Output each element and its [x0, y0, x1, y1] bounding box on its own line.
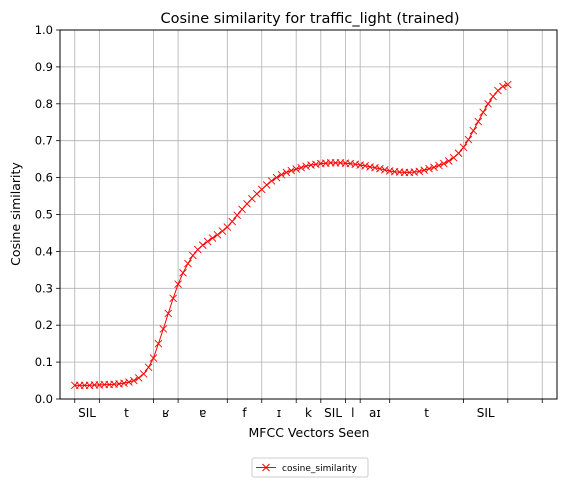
data-point — [179, 268, 187, 277]
data-point — [503, 80, 512, 89]
x-segment-label: f — [242, 406, 247, 420]
data-point — [267, 177, 276, 185]
y-tick-label: 0.0 — [35, 392, 53, 406]
y-axis-label: Cosine similarity — [8, 162, 23, 266]
data-point — [184, 259, 192, 268]
data-point — [474, 117, 483, 126]
x-segment-label: ɐ — [199, 406, 206, 420]
data-point — [425, 164, 433, 173]
x-segment-label: t — [424, 406, 429, 420]
x-segment-label: SIL — [324, 406, 342, 420]
y-axis: 0.0 0.1 0.2 0.3 0.4 0.5 0.6 0.7 0.8 0.9 1.0 — [35, 23, 60, 406]
data-point — [454, 149, 463, 158]
data-point — [198, 241, 207, 249]
data-point — [464, 135, 473, 144]
data-point — [420, 166, 428, 175]
x-segment-label: t — [124, 406, 129, 420]
data-point — [169, 294, 177, 303]
data-point — [120, 379, 128, 387]
data-point — [277, 170, 286, 179]
data-point — [272, 173, 281, 182]
data-point — [213, 230, 222, 239]
x-segment-label: l — [351, 406, 354, 420]
data-point — [154, 339, 163, 348]
data-point — [287, 166, 296, 175]
data-point — [203, 237, 212, 246]
grid-lines — [60, 29, 557, 400]
x-segment-label: k — [305, 406, 312, 420]
data-point — [159, 325, 168, 333]
data-point — [361, 161, 369, 170]
y-tick-label: 0.5 — [35, 208, 53, 222]
data-point — [499, 82, 507, 91]
y-tick-label: 0.7 — [35, 134, 53, 148]
data-point — [189, 251, 197, 260]
data-point — [139, 370, 148, 378]
legend-entry: cosine_similarity — [282, 464, 358, 474]
data-point — [297, 163, 305, 172]
data-point — [494, 86, 502, 95]
x-segment-label: SIL — [78, 406, 96, 420]
data-point — [129, 376, 138, 385]
data-point — [134, 374, 143, 382]
x-axis: SIL t ʁ ɐ f ɪ k SIL l aɪ t SIL — [74, 399, 543, 420]
series-line — [74, 84, 508, 386]
x-segment-label: ʁ — [162, 406, 169, 420]
x-segment-label: ɪ — [277, 406, 281, 420]
data-point — [489, 92, 497, 101]
data-point — [380, 166, 389, 174]
legend: cosine_similarity — [251, 457, 369, 478]
y-tick-label: 0.3 — [35, 281, 53, 295]
data-point — [228, 217, 237, 226]
data-point — [469, 126, 478, 135]
data-point — [459, 143, 468, 152]
x-segment-label: aɪ — [369, 406, 381, 420]
data-point — [149, 354, 158, 362]
data-point — [376, 164, 384, 173]
data-point — [164, 309, 173, 318]
data-point — [144, 363, 153, 372]
data-point — [371, 163, 379, 172]
data-point — [262, 181, 271, 189]
data-point — [484, 99, 492, 108]
y-tick-label: 0.9 — [35, 60, 53, 74]
y-tick-label: 0.4 — [35, 244, 53, 258]
data-point — [174, 280, 182, 289]
series-layer — [70, 80, 512, 390]
data-point — [440, 159, 448, 168]
data-point — [125, 378, 133, 386]
data-point — [444, 157, 453, 165]
data-point — [430, 163, 438, 172]
data-point — [479, 108, 488, 117]
y-tick-label: 0.1 — [35, 355, 53, 369]
y-tick-label: 1.0 — [35, 23, 53, 37]
x-axis-label: MFCC Vectors Seen — [249, 425, 370, 440]
data-point — [208, 234, 217, 242]
legend-marker-swatch — [262, 463, 270, 472]
data-point — [292, 165, 301, 173]
data-point — [282, 168, 291, 177]
data-point — [435, 161, 443, 170]
y-tick-label: 0.6 — [35, 171, 53, 185]
y-tick-label: 0.8 — [35, 97, 53, 111]
legend-frame — [251, 457, 369, 478]
y-tick-label: 0.2 — [35, 318, 53, 332]
data-point — [218, 227, 227, 235]
chart-title: Cosine similarity for traffic_light (tra… — [160, 11, 459, 27]
data-point — [415, 167, 424, 176]
data-point — [302, 162, 310, 170]
x-segment-label: SIL — [477, 406, 495, 420]
data-point — [233, 211, 241, 220]
